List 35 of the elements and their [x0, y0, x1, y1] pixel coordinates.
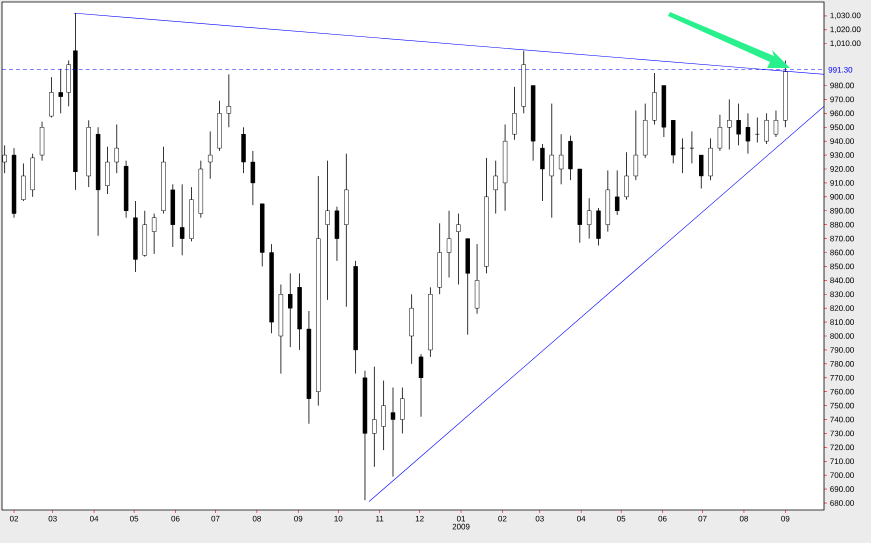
candlestick: [774, 110, 778, 138]
candlestick: [21, 163, 26, 202]
candlestick: [624, 152, 629, 200]
candlestick: [226, 74, 232, 128]
candlestick: [105, 146, 110, 194]
candlestick: [698, 154, 704, 189]
candlestick: [746, 112, 750, 154]
candlestick: [550, 103, 554, 218]
candlestick: [58, 68, 63, 114]
candlestick: [180, 184, 184, 256]
candlestick: [736, 103, 741, 146]
candlestick: [727, 99, 732, 150]
candlestick: [325, 160, 330, 300]
candlestick: [614, 170, 620, 216]
candlestick: [558, 134, 564, 185]
candlestick: [400, 387, 405, 434]
candlestick: [250, 150, 256, 206]
candlestick: [288, 272, 292, 348]
candlestick: [152, 213, 156, 254]
candlestick: [512, 86, 517, 140]
candlestick: [493, 160, 498, 214]
candlestick: [456, 213, 461, 285]
candlestick: [49, 76, 54, 118]
candlestick: [208, 131, 212, 180]
candlestick: [634, 110, 638, 181]
candlestick: [114, 124, 120, 174]
candlestick: [764, 112, 769, 144]
candlestick: [540, 144, 545, 202]
candlestick: [372, 366, 377, 468]
candlestick: [418, 354, 424, 418]
candlestick: [390, 387, 396, 477]
candlestick: [718, 114, 722, 152]
candlestick: [586, 198, 592, 239]
candlestick: [381, 380, 386, 451]
candlestick: [446, 210, 452, 278]
